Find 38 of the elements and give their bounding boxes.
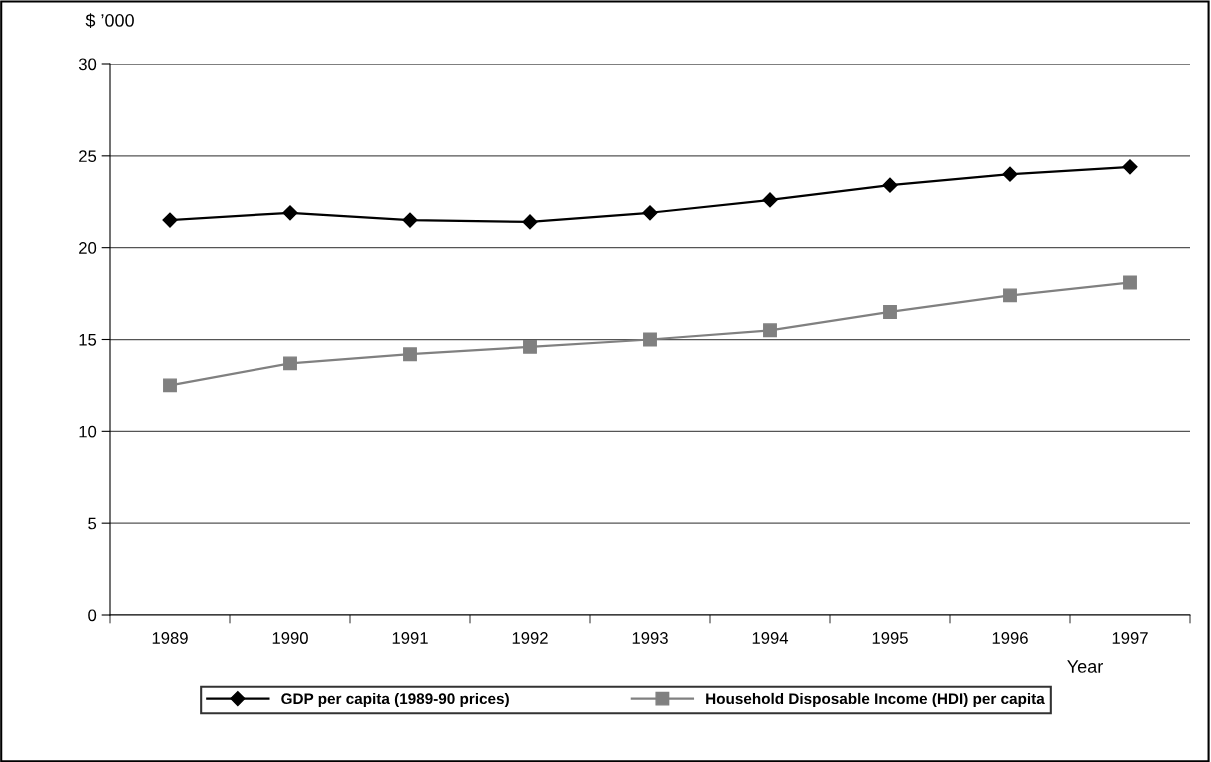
y-tick-label: 0: [88, 609, 97, 622]
x-tick-label: 1993: [632, 632, 668, 644]
legend-label: GDP per capita (1989-90 prices): [281, 692, 509, 708]
point: [522, 214, 538, 230]
point: [162, 212, 178, 228]
y-tick-label: 15: [79, 334, 97, 346]
point: [762, 192, 778, 208]
x-tick-label: 1989: [152, 632, 188, 644]
point: [403, 347, 417, 362]
point: [283, 356, 297, 371]
point: [642, 205, 658, 221]
point: [882, 177, 898, 193]
point: [1003, 288, 1017, 303]
point: [1002, 166, 1018, 182]
point: [163, 378, 177, 393]
y-tick-label: 25: [79, 150, 97, 163]
point: [643, 332, 657, 347]
x-axis-title: Year: [1067, 660, 1103, 673]
point: [523, 339, 537, 354]
point: [763, 323, 777, 338]
point: [1123, 275, 1137, 290]
y-tick-label: 10: [79, 425, 97, 438]
x-tick-label: 1995: [872, 632, 908, 644]
x-tick-label: 1992: [512, 632, 548, 644]
x-tick-label: 1996: [992, 632, 1028, 644]
y-tick-label: 30: [78, 58, 97, 71]
point: [1122, 159, 1138, 175]
y-tick-label: 20: [79, 242, 97, 254]
legend-label: Household Disposable Income (HDI) per capita: [706, 692, 1045, 708]
x-tick-label: 1994: [752, 632, 789, 644]
y-axis-title: $ ’000: [85, 13, 134, 28]
x-tick-label: 1997: [1112, 632, 1148, 644]
x-tick-label: 1991: [392, 632, 428, 644]
x-tick-label: 1990: [272, 632, 308, 644]
y-tick-label: 5: [88, 517, 97, 530]
point: [883, 305, 897, 319]
point: [282, 205, 298, 221]
point: [402, 212, 418, 228]
